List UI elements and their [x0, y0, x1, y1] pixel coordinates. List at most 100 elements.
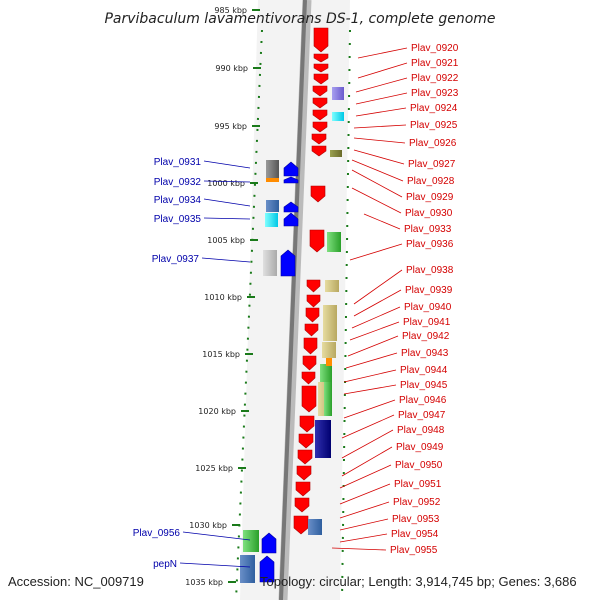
- reverse-gene-arrow: [304, 323, 319, 337]
- gene-label-plav_0937: Plav_0937: [152, 254, 200, 265]
- gene-label-plav_0932: Plav_0932: [154, 177, 202, 188]
- gene-layer: [240, 27, 344, 583]
- forward-gene-arrow: [280, 249, 296, 277]
- gene-label-plav_0949: Plav_0949: [396, 442, 444, 453]
- gene-block-blue: [266, 200, 279, 212]
- reverse-gene-arrow: [301, 385, 317, 413]
- reverse-gene-arrow: [295, 481, 311, 497]
- gene-label-plav_0925: Plav_0925: [410, 120, 458, 131]
- kbp-tick-label: 995 kbp: [214, 122, 247, 131]
- right-label-leader: [355, 92, 408, 105]
- gene-block-navy: [315, 420, 331, 458]
- gene-label-plav_0945: Plav_0945: [400, 380, 448, 391]
- gene-block-khaki: [323, 305, 337, 341]
- gene-label-plav_0953: Plav_0953: [392, 514, 440, 525]
- gene-label-plav_0927: Plav_0927: [408, 159, 456, 170]
- right-label-leader: [339, 501, 390, 519]
- reverse-gene-arrow: [312, 109, 328, 121]
- reverse-gene-arrow: [309, 229, 325, 253]
- kbp-tick-label: 1020 kbp: [198, 407, 236, 416]
- forward-gene-arrow: [261, 532, 277, 554]
- gene-label-plav_0929: Plav_0929: [406, 192, 454, 203]
- genome-backbone: [279, 0, 307, 600]
- forward-gene-arrow: [283, 176, 299, 184]
- kbp-tick-label: 1005 kbp: [207, 236, 245, 245]
- reverse-gene-arrow: [303, 337, 318, 355]
- right-label-leader: [351, 187, 402, 214]
- gene-label-plav_0947: Plav_0947: [398, 410, 446, 421]
- left-label-leader: [203, 198, 251, 207]
- gene-label-plav_0930: Plav_0930: [405, 208, 453, 219]
- reverse-gene-arrow: [299, 415, 315, 433]
- kbp-tick-label: 985 kbp: [214, 6, 247, 15]
- gene-label-plav_0955: Plav_0955: [390, 545, 438, 556]
- left-label-leader: [182, 531, 251, 541]
- reverse-gene-arrow: [301, 371, 316, 385]
- left-label-leader: [203, 180, 251, 183]
- reverse-gene-arrow: [310, 185, 326, 203]
- right-label-leader: [351, 169, 403, 198]
- right-label-leader: [339, 518, 389, 531]
- summary-text: Topology: circular; Length: 3,914,745 bp…: [260, 574, 577, 589]
- reverse-gene-arrow: [297, 449, 313, 465]
- right-label-leader: [363, 213, 401, 230]
- kbp-tick-label: 1015 kbp: [202, 350, 240, 359]
- gene-label-plav_0920: Plav_0920: [411, 43, 459, 54]
- left-label-leader: [179, 562, 251, 568]
- gene-label-plav_0943: Plav_0943: [401, 348, 449, 359]
- right-label-leader: [357, 62, 408, 79]
- reverse-gene-arrow: [313, 53, 329, 63]
- gene-label-plav_0928: Plav_0928: [407, 176, 455, 187]
- gene-label-plav_0926: Plav_0926: [409, 138, 457, 149]
- gene-block-cyan: [265, 213, 278, 227]
- accession-text: Accession: NC_009719: [8, 574, 144, 589]
- left-label-leader: [203, 217, 251, 220]
- reverse-gene-arrow: [305, 307, 320, 323]
- reverse-gene-arrow: [312, 121, 328, 133]
- right-label-leader: [353, 137, 406, 144]
- right-label-leader: [341, 429, 394, 459]
- forward-gene-arrow: [259, 555, 275, 583]
- label-leader-layer: [179, 47, 408, 568]
- gene-label-plav_0951: Plav_0951: [394, 479, 442, 490]
- right-label-leader: [353, 289, 402, 317]
- right-label-leader: [349, 321, 400, 341]
- kbp-tick-label: 1030 kbp: [189, 521, 227, 530]
- gene-label-layer: Plav_0920 Plav_0921 Plav_0922 Plav_0923 Plav…: [133, 43, 459, 570]
- kbp-tick-label: 1010 kbp: [204, 293, 242, 302]
- gene-label-plav_0941: Plav_0941: [403, 317, 451, 328]
- right-label-leader: [345, 352, 398, 369]
- reverse-gene-arrow: [294, 497, 310, 513]
- kbp-tick-label: 1000 kbp: [207, 179, 245, 188]
- gene-block-green: [327, 232, 341, 252]
- gene-label-plav_0950: Plav_0950: [395, 460, 443, 471]
- right-label-leader: [343, 369, 397, 383]
- gene-block-green: [243, 530, 259, 552]
- gene-label-plav_0948: Plav_0948: [397, 425, 445, 436]
- reverse-gene-arrow: [313, 63, 329, 73]
- reverse-gene-arrow: [311, 145, 327, 157]
- right-label-leader: [353, 269, 403, 305]
- kbp-tick-layer: 985 kbp 990 kbp 995 kbp 1000 kbp 1005 kbp 101…: [185, 6, 261, 587]
- right-label-leader: [355, 107, 407, 117]
- map-title: Parvibaculum lavamentivorans DS-1, compl…: [104, 11, 495, 27]
- gene-label-plav_0922: Plav_0922: [411, 73, 459, 84]
- forward-gene-arrow: [283, 212, 299, 227]
- forward-gene-arrow: [283, 201, 299, 213]
- gene-label-plav_0936: Plav_0936: [406, 239, 454, 250]
- gene-block-grey: [266, 160, 279, 178]
- gene-block-khaki: [322, 342, 336, 358]
- gene-label-plav_0952: Plav_0952: [393, 497, 441, 508]
- right-label-leader: [353, 149, 405, 165]
- gene-block-orange: [266, 178, 279, 182]
- right-label-leader: [339, 483, 391, 505]
- right-label-leader: [341, 414, 395, 439]
- reverse-gene-arrow: [313, 73, 329, 85]
- left-label-leader: [201, 257, 251, 263]
- reverse-gene-arrow: [312, 97, 328, 109]
- gene-block-lightgrey: [263, 250, 277, 276]
- right-label-leader: [343, 384, 397, 395]
- reverse-gene-arrow: [306, 294, 321, 308]
- gene-label-plav_0938: Plav_0938: [406, 265, 454, 276]
